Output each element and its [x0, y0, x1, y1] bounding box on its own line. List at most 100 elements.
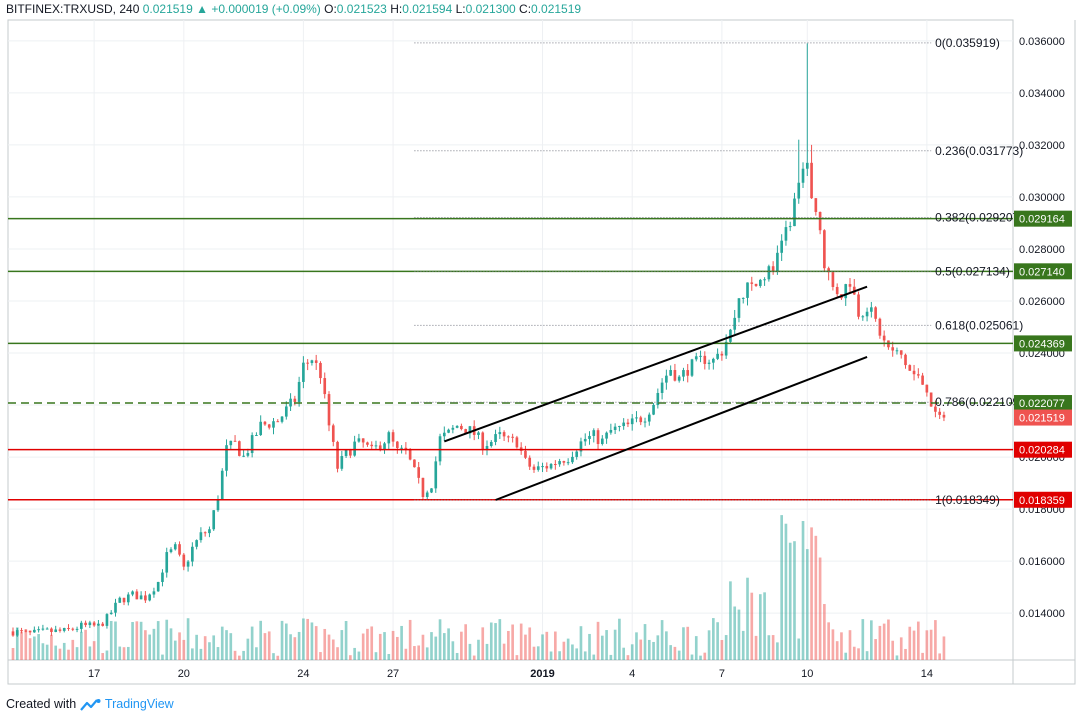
volume-bar	[314, 626, 318, 660]
x-tick-label: 17	[88, 668, 100, 680]
volume-bar	[37, 634, 40, 660]
volume-bar	[383, 632, 386, 660]
volume-bar	[216, 647, 220, 660]
candle-body	[541, 466, 544, 468]
candle-body	[934, 406, 937, 412]
volume-bar	[630, 644, 634, 660]
candle-body	[468, 426, 472, 434]
x-tick-label: 2019	[530, 668, 554, 680]
candle-body	[451, 427, 455, 430]
volume-bar	[84, 629, 87, 660]
volume-bar	[238, 655, 241, 660]
volume-bar	[921, 652, 924, 660]
volume-bar	[541, 634, 544, 660]
volume-bar	[327, 634, 331, 660]
volume-bar	[712, 618, 715, 660]
volume-bar	[485, 643, 489, 660]
candle-body	[314, 360, 318, 363]
volume-bar	[733, 606, 737, 660]
fib-level-label: 0.382(0.029207)	[935, 211, 1023, 225]
candle-body	[669, 370, 672, 376]
volume-bar	[366, 628, 369, 660]
volume-bar	[891, 640, 895, 660]
volume-bar	[737, 609, 741, 660]
volume-bar	[818, 557, 822, 660]
candle-body	[255, 435, 258, 437]
volume-bar	[229, 633, 233, 660]
candle-body	[58, 629, 62, 631]
volume-bar	[131, 622, 134, 660]
volume-bar	[24, 629, 28, 660]
candle-body	[387, 432, 391, 444]
volume-bar	[857, 648, 860, 660]
price-axis-tag-label: 0.020284	[1019, 445, 1065, 457]
candle-body	[895, 350, 899, 352]
candle-body	[793, 198, 796, 227]
volume-bar	[899, 637, 903, 660]
candle-body	[865, 311, 869, 317]
candle-body	[97, 623, 100, 626]
volume-bar	[588, 633, 591, 660]
candle-body	[635, 417, 638, 419]
volume-bar	[652, 641, 655, 660]
volume-bar	[660, 620, 664, 660]
candle-body	[391, 432, 395, 442]
volume-bar	[656, 635, 660, 660]
volume-bar	[374, 652, 378, 660]
volume-bar	[191, 648, 194, 660]
candle-body	[310, 360, 314, 364]
volume-bar	[139, 621, 143, 660]
candle-body	[618, 426, 621, 428]
candle-body	[566, 462, 570, 464]
up-arrow-icon: ▲	[196, 2, 209, 16]
volume-bar	[771, 635, 775, 660]
volume-bar	[340, 630, 344, 660]
candle-body	[216, 499, 220, 511]
candle-body	[857, 294, 860, 317]
low-label: L:	[455, 2, 466, 16]
volume-bar	[686, 626, 690, 660]
candle-body	[916, 374, 920, 376]
candle-body	[33, 629, 36, 633]
candle-body	[41, 628, 45, 630]
x-tick-label: 10	[801, 668, 813, 680]
volume-bar	[45, 644, 49, 660]
candle-body	[801, 168, 805, 183]
volume-bar	[793, 541, 796, 660]
volume-bar	[357, 651, 361, 660]
y-tick-label: 0.026000	[1019, 296, 1065, 308]
volume-bar	[144, 630, 147, 660]
volume-bar	[801, 521, 805, 660]
candle-body	[554, 464, 557, 466]
volume-bar	[716, 622, 719, 660]
volume-bar	[870, 620, 873, 660]
candle-body	[929, 392, 933, 407]
volume-bar	[41, 643, 45, 660]
volume-bar	[276, 655, 280, 660]
x-tick-label: 24	[297, 668, 309, 680]
candle-body	[626, 422, 630, 425]
y-tick-label: 0.036000	[1019, 36, 1065, 48]
volume-bar	[71, 639, 75, 660]
volume-bar	[336, 647, 339, 660]
candle-body	[776, 252, 779, 272]
candle-body	[148, 594, 151, 601]
volume-bar	[827, 622, 830, 660]
candle-body	[54, 629, 58, 632]
candle-body	[921, 375, 924, 385]
candle-body	[11, 631, 15, 636]
volume-bar	[840, 632, 843, 660]
candle-body	[844, 284, 848, 299]
candle-body	[583, 438, 587, 442]
candle-body	[870, 307, 873, 312]
candle-body	[340, 456, 344, 469]
volume-bar	[489, 622, 493, 660]
volume-bar	[750, 592, 754, 660]
volume-bar	[494, 623, 497, 660]
volume-bar	[20, 631, 23, 660]
tradingview-brand[interactable]: TradingView	[104, 697, 174, 711]
candle-body	[212, 510, 216, 530]
candle-body	[716, 353, 719, 359]
volume-bar	[464, 624, 467, 660]
